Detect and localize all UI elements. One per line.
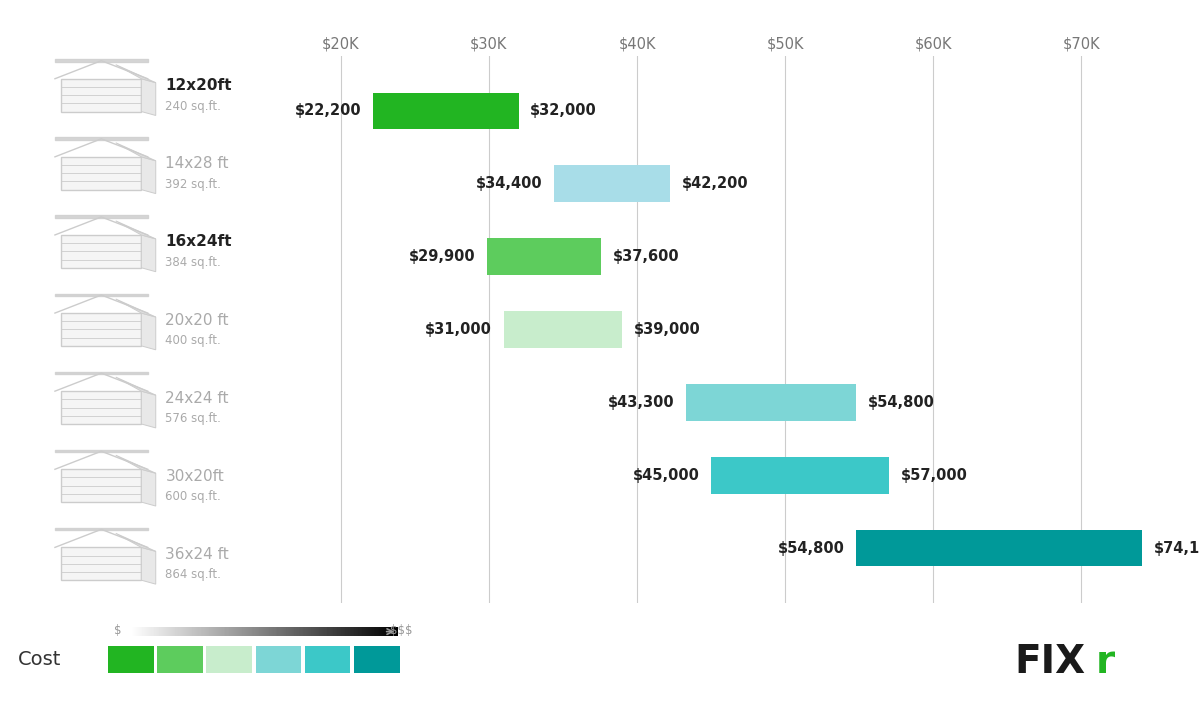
Text: $54,800: $54,800 bbox=[868, 395, 935, 410]
Text: 600 sq.ft.: 600 sq.ft. bbox=[166, 490, 221, 503]
Polygon shape bbox=[142, 79, 156, 116]
Text: $37,600: $37,600 bbox=[613, 249, 680, 264]
Text: 36x24 ft: 36x24 ft bbox=[166, 547, 229, 562]
Text: 384 sq.ft.: 384 sq.ft. bbox=[166, 256, 221, 268]
Text: $54,800: $54,800 bbox=[778, 540, 845, 556]
Text: $74,100: $74,100 bbox=[1154, 540, 1200, 556]
Text: $43,300: $43,300 bbox=[607, 395, 674, 410]
Text: $42,200: $42,200 bbox=[682, 176, 748, 191]
Polygon shape bbox=[142, 391, 156, 428]
Polygon shape bbox=[142, 157, 156, 193]
Bar bbox=[61, 157, 142, 190]
Text: r: r bbox=[1096, 644, 1115, 681]
Polygon shape bbox=[115, 143, 156, 161]
Polygon shape bbox=[115, 377, 156, 395]
Text: 392 sq.ft.: 392 sq.ft. bbox=[166, 177, 221, 191]
Polygon shape bbox=[115, 64, 156, 83]
Polygon shape bbox=[142, 235, 156, 272]
Text: $31,000: $31,000 bbox=[425, 322, 492, 337]
Polygon shape bbox=[115, 299, 156, 317]
Text: $22,200: $22,200 bbox=[295, 103, 361, 118]
Bar bbox=[61, 469, 142, 502]
Bar bbox=[504, 311, 623, 348]
Polygon shape bbox=[115, 533, 156, 552]
Text: 30x20ft: 30x20ft bbox=[166, 469, 224, 484]
Text: FIX: FIX bbox=[1014, 644, 1085, 681]
Bar bbox=[61, 79, 142, 111]
Text: $29,900: $29,900 bbox=[409, 249, 475, 264]
Text: $57,000: $57,000 bbox=[901, 468, 967, 483]
Text: $: $ bbox=[114, 625, 121, 637]
Bar bbox=[857, 530, 1142, 566]
Text: 864 sq.ft.: 864 sq.ft. bbox=[166, 569, 221, 581]
Bar bbox=[373, 93, 518, 129]
Text: Cost: Cost bbox=[18, 650, 61, 669]
Polygon shape bbox=[142, 547, 156, 584]
Polygon shape bbox=[142, 469, 156, 506]
Polygon shape bbox=[115, 221, 156, 239]
Bar bbox=[554, 165, 670, 202]
Polygon shape bbox=[142, 313, 156, 350]
Bar bbox=[61, 547, 142, 580]
Polygon shape bbox=[115, 455, 156, 473]
Bar bbox=[686, 384, 857, 421]
Text: 24x24 ft: 24x24 ft bbox=[166, 390, 229, 406]
Text: $34,400: $34,400 bbox=[475, 176, 542, 191]
Text: 576 sq.ft.: 576 sq.ft. bbox=[166, 412, 221, 425]
Text: 240 sq.ft.: 240 sq.ft. bbox=[166, 100, 221, 113]
Bar bbox=[61, 391, 142, 424]
Text: $45,000: $45,000 bbox=[632, 468, 700, 483]
Text: 400 sq.ft.: 400 sq.ft. bbox=[166, 334, 221, 347]
Text: $32,000: $32,000 bbox=[530, 103, 598, 118]
Text: 12x20ft: 12x20ft bbox=[166, 79, 232, 93]
Bar bbox=[61, 235, 142, 268]
Bar bbox=[487, 238, 601, 275]
Bar bbox=[712, 457, 889, 494]
Text: $39,000: $39,000 bbox=[634, 322, 701, 337]
Text: $$$: $$$ bbox=[390, 625, 412, 637]
Text: 20x20 ft: 20x20 ft bbox=[166, 313, 229, 327]
Bar bbox=[61, 313, 142, 346]
Text: 14x28 ft: 14x28 ft bbox=[166, 156, 229, 171]
Text: 16x24ft: 16x24ft bbox=[166, 235, 232, 250]
